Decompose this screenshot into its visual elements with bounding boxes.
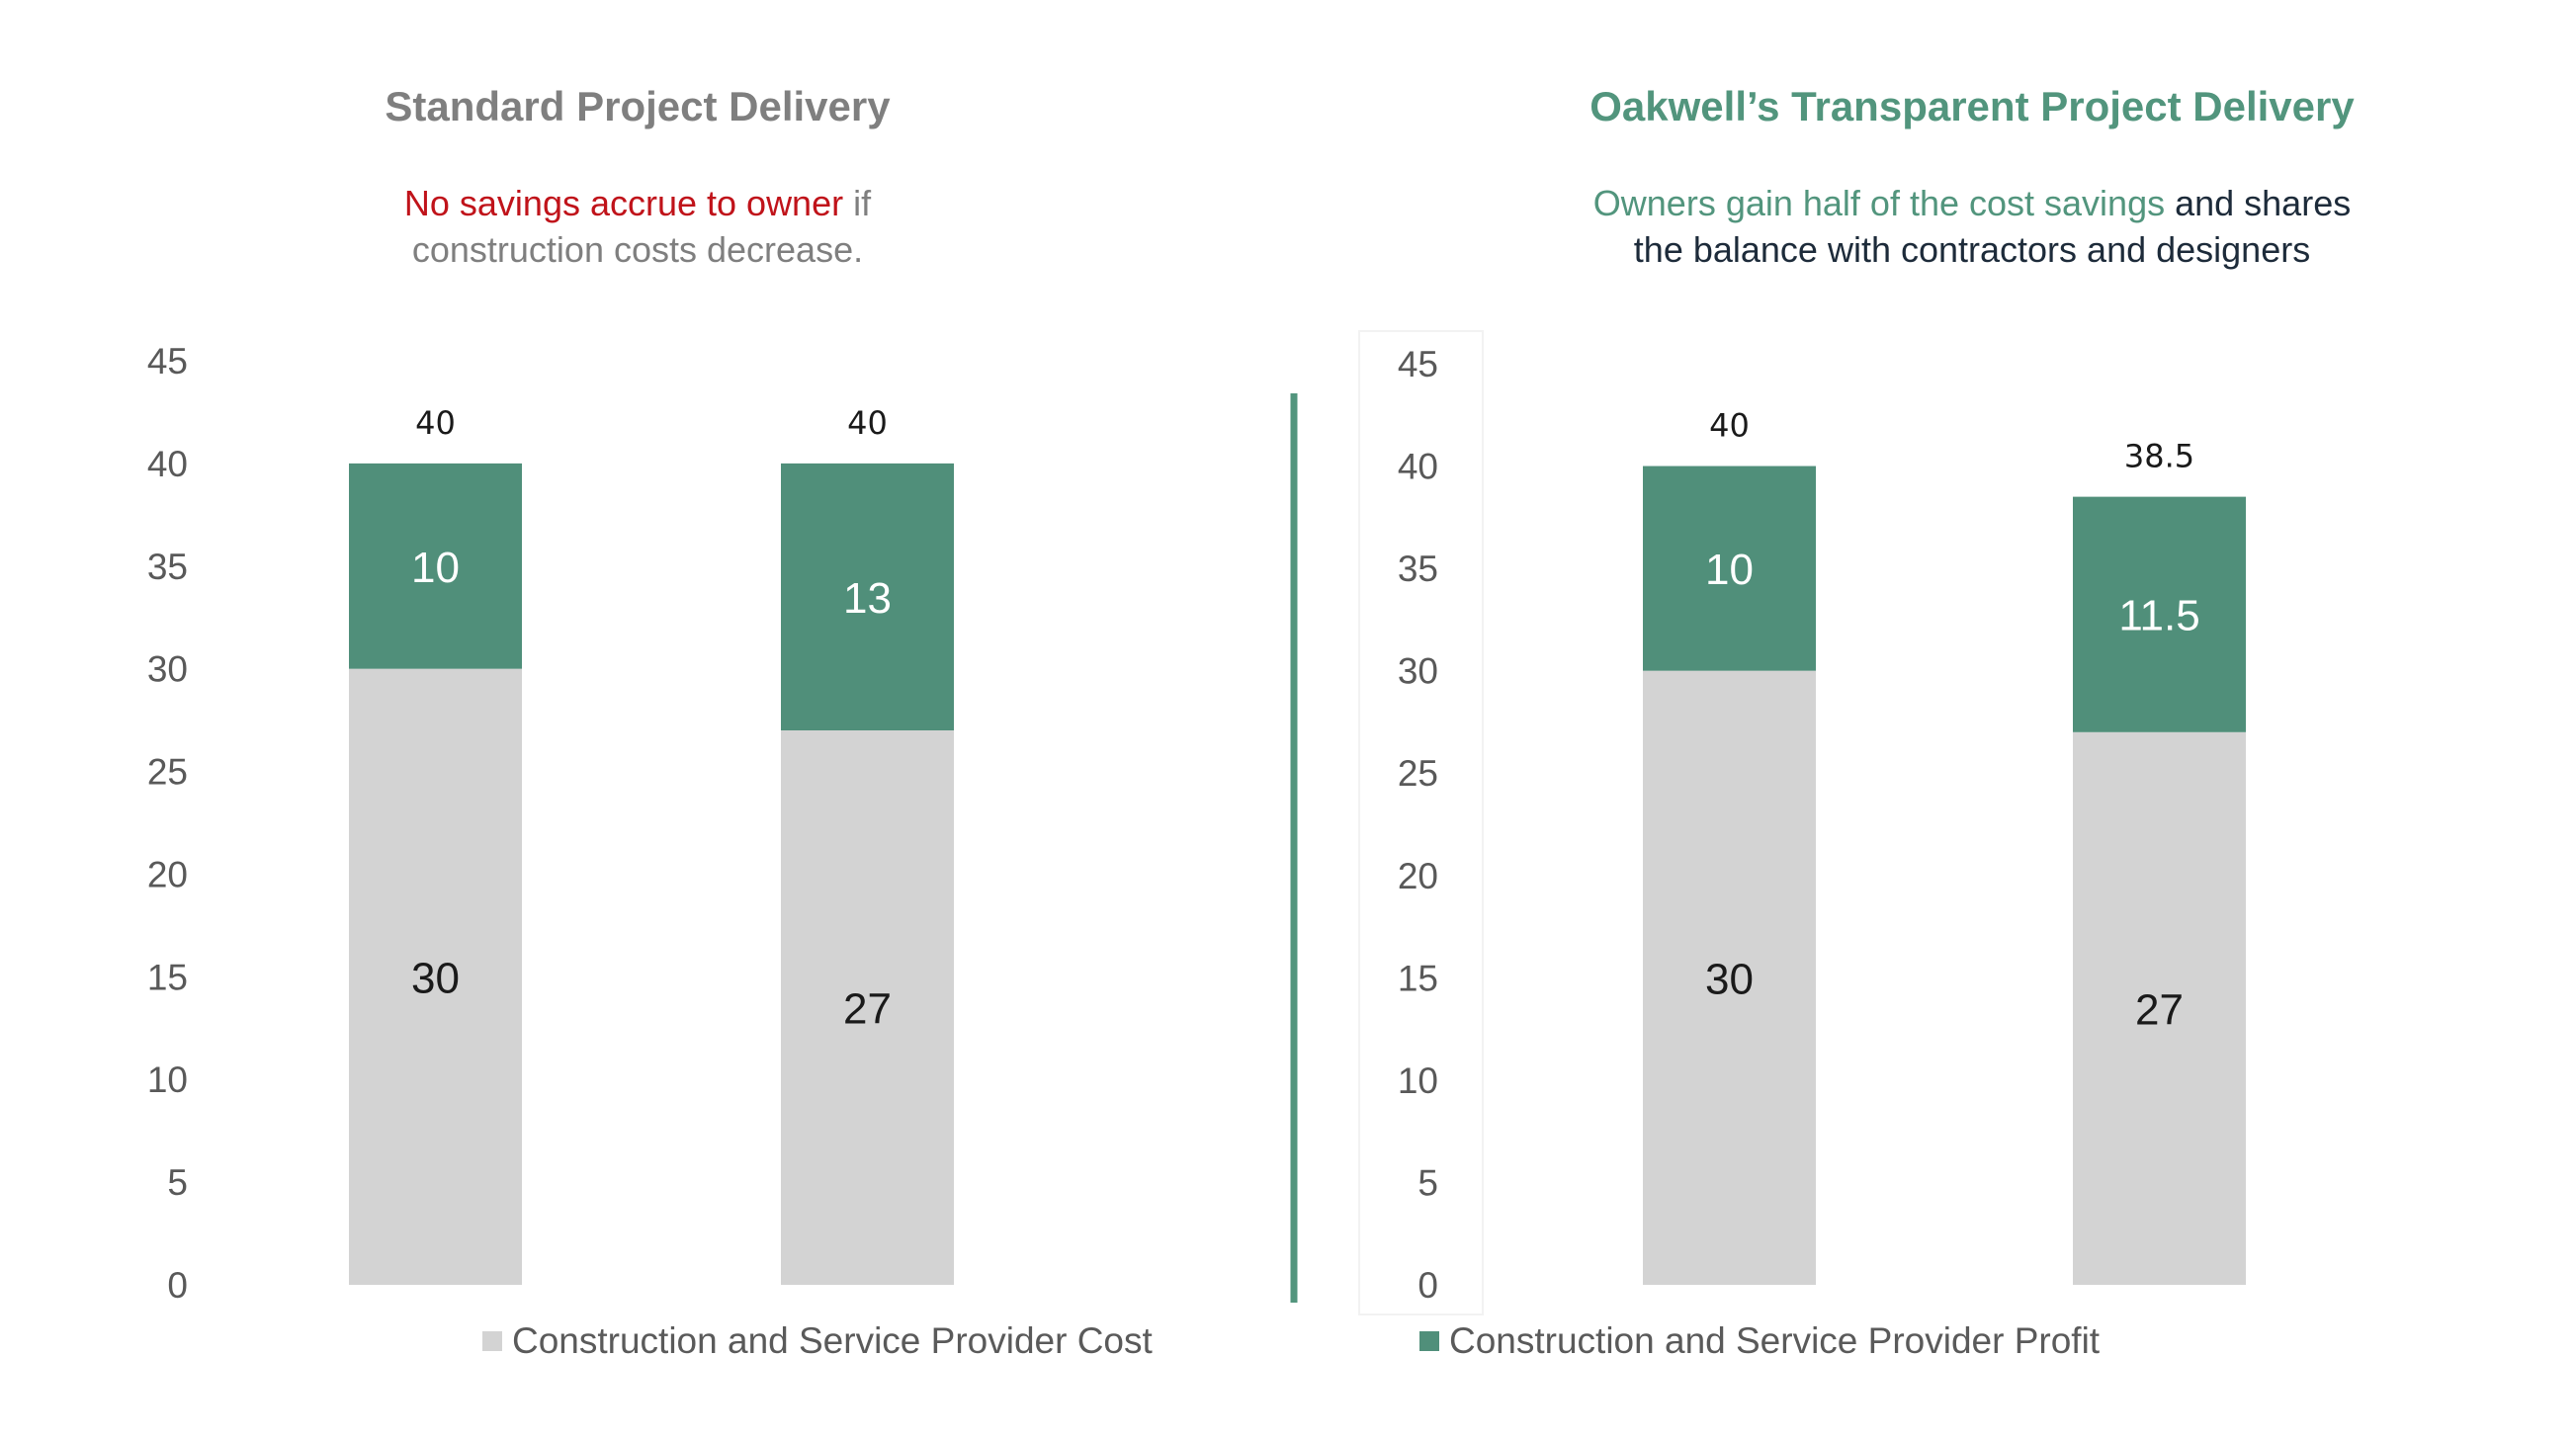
right-bar-1-total-label: 38.5 [2124,438,2194,475]
right-panel-subtitle: Owners gain half of the cost savings and… [1478,180,2466,273]
right-bar-1-cost-label: 27 [2135,985,2184,1034]
right-ytick-label-3: 15 [1398,958,1438,998]
legend-label-profit: Construction and Service Provider Profit [1449,1320,2101,1361]
legend-item-cost: Construction and Service Provider Cost [482,1320,1153,1362]
right-subtitle-rest-2: the balance with contractors and designe… [1633,229,2311,270]
right-bar-1-cost [2073,731,2246,1285]
legend-swatch-profit [1419,1331,1439,1351]
right-ytick-label-8: 40 [1398,447,1438,487]
right-ytick-label-9: 45 [1398,344,1438,384]
left-bar-1-cost [781,730,954,1285]
left-bar-0-cost-label: 30 [411,954,460,1002]
left-ytick-label-6: 30 [147,649,188,690]
left-subtitle-rest-1: if [843,183,872,223]
right-subtitle-rest-1: and shares [2165,183,2352,223]
right-bar-0-profit-label: 10 [1705,546,1754,594]
legend-label-cost: Construction and Service Provider Cost [512,1320,1153,1361]
right-bar-1-profit-label: 11.5 [2118,592,2199,640]
left-bar-1-total-label: 40 [847,404,888,442]
right-ytick-label-5: 25 [1398,753,1438,794]
left-ytick-label-0: 0 [167,1265,188,1306]
left-subtitle-rest-2: construction costs decrease. [411,229,864,270]
right-ytick-label-4: 20 [1398,856,1438,896]
left-chart-panel: 0 5 10 15 20 25 30 35 40 45 30 10 40 27 13 40 [147,341,954,1306]
left-ytick-label-8: 40 [147,444,188,484]
right-subtitle-highlight: Owners gain half of the cost savings [1592,183,2166,223]
right-bar-0-total-label: 40 [1709,407,1750,445]
left-ytick-label-2: 10 [147,1060,188,1100]
right-ytick-label-6: 30 [1398,651,1438,692]
left-ytick-label-5: 25 [147,752,188,793]
right-ytick-label-7: 35 [1398,549,1438,589]
left-bar-0-total-label: 40 [415,404,456,442]
left-ytick-label-9: 45 [147,341,188,381]
left-bar-1-profit [781,463,954,730]
right-bar-0-profit [1643,466,1816,671]
right-bar-0-cost [1643,670,1816,1285]
right-bar-0-cost-label: 30 [1705,955,1754,1003]
left-bar-1-cost-label: 27 [843,985,892,1034]
left-ytick-label-1: 5 [167,1162,188,1203]
left-bar-1-profit-label: 13 [843,574,892,623]
right-bar-1-profit [2073,496,2246,732]
left-panel-title: Standard Project Delivery [385,83,891,129]
left-bar-0-profit [349,463,522,669]
left-bar-0-cost [349,668,522,1285]
right-ytick-label-2: 10 [1398,1060,1438,1101]
right-panel-title: Oakwell’s Transparent Project Delivery [1589,83,2355,129]
left-subtitle-highlight: No savings accrue to owner [403,183,844,223]
left-bar-0-profit-label: 10 [411,544,460,592]
left-ytick-label-3: 15 [147,957,188,997]
right-ytick-label-0: 0 [1417,1265,1438,1306]
left-panel-subtitle: No savings accrue to owner if constructi… [143,180,1132,273]
right-axis-box [1358,330,1484,1315]
legend-item-profit: Construction and Service Provider Profit [1419,1320,2100,1362]
left-ytick-label-7: 35 [147,547,188,587]
left-ytick-label-4: 20 [147,854,188,894]
right-ytick-label-1: 5 [1417,1162,1438,1203]
legend-swatch-cost [482,1331,502,1351]
right-chart-panel: 0 5 10 15 20 25 30 35 40 45 30 10 40 27 11.5 38.5 [1398,344,2246,1306]
